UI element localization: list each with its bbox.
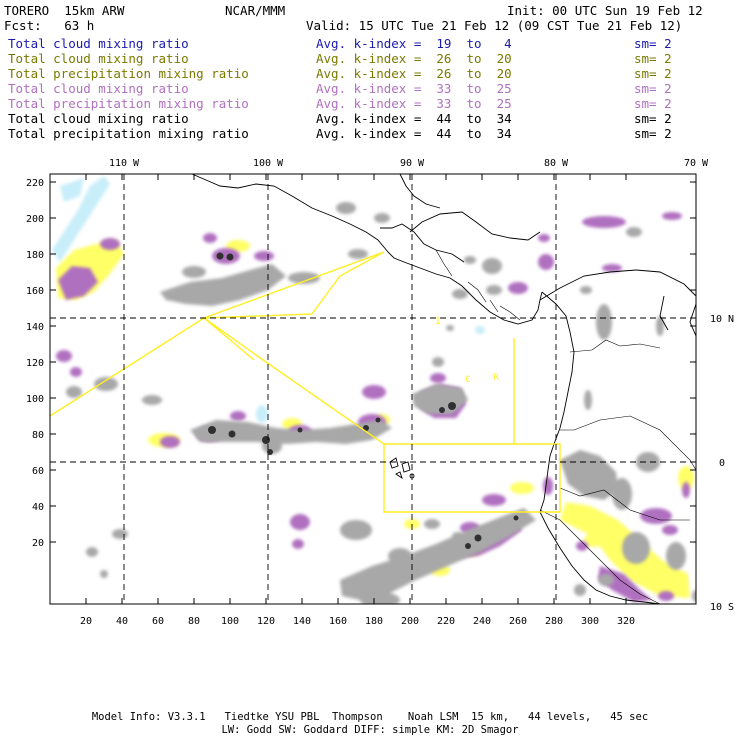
x-tick-label: 160: [329, 616, 347, 627]
legend-kindex-range: Avg. k-index = 44 to 34: [316, 111, 512, 126]
valid-time: Valid: 15 UTC Tue 21 Feb 12 (09 CST Tue …: [306, 18, 683, 33]
lat-lon-grid: [50, 174, 696, 604]
longitude-label: 70 W: [684, 158, 709, 169]
latitude-label: 10 S: [710, 602, 734, 613]
low-kindex-cloud-layer: [52, 176, 485, 423]
legend-smoothing: sm= 2: [634, 36, 672, 51]
legend-kindex-range: Avg. k-index = 19 to 4: [316, 36, 512, 51]
forecast-hour: Fcst: 63 h: [4, 18, 95, 33]
y-tick-label: 80: [32, 430, 44, 441]
footer-model-info: Model Info: V3.3.1 Tiedtke YSU PBL Thomp…: [91, 711, 649, 723]
longitude-label: 90 W: [400, 158, 425, 169]
x-tick-label: 200: [401, 616, 419, 627]
y-tick-label: 140: [26, 322, 44, 333]
legend-smoothing: sm= 2: [634, 81, 672, 96]
region-label: I: [435, 317, 440, 327]
y-tick-label: 180: [26, 250, 44, 261]
y-tick-label: 40: [32, 502, 44, 513]
legend-smoothing: sm= 2: [634, 96, 672, 111]
x-tick-label: 40: [116, 616, 128, 627]
x-tick-label: 80: [188, 616, 200, 627]
longitude-label: 80 W: [544, 158, 569, 169]
country-borders: [435, 249, 697, 605]
y-tick-label: 60: [32, 466, 44, 477]
x-tick-label: 20: [80, 616, 92, 627]
galapagos-islands: [389, 457, 415, 480]
x-tick-label: 220: [437, 616, 455, 627]
legend-field: Total cloud mixing ratio: [8, 36, 189, 51]
x-tick-label: 260: [509, 616, 527, 627]
latitude-label: 0: [719, 458, 725, 469]
footer-physics-info: LW: Godd SW: Goddard DIFF: simple KM: 2D…: [221, 724, 519, 736]
legend-field: Total cloud mixing ratio: [8, 81, 189, 96]
x-tick-label: 120: [257, 616, 275, 627]
y-tick-label: 220: [26, 178, 44, 189]
legend-kindex-range: Avg. k-index = 44 to 34: [316, 126, 512, 141]
x-tick-label: 280: [545, 616, 563, 627]
legend-smoothing: sm= 2: [634, 66, 672, 81]
very-high-kindex-precip-layer: [208, 252, 519, 549]
center-label: NCAR/MMM: [225, 3, 286, 18]
legend-smoothing: sm= 2: [634, 51, 672, 66]
legend-field: Total precipitation mixing ratio: [8, 66, 249, 81]
legend-field: Total precipitation mixing ratio: [8, 96, 249, 111]
legend-field: Total cloud mixing ratio: [8, 51, 189, 66]
y-tick-label: 20: [32, 538, 44, 549]
init-time: Init: 00 UTC Sun 19 Feb 12: [507, 3, 703, 18]
very-high-kindex-cloud-layer: [66, 202, 696, 604]
flight-track: [49, 251, 561, 513]
region-label: C: [465, 375, 470, 385]
legend-kindex-range: Avg. k-index = 33 to 25: [316, 96, 512, 111]
x-tick-label: 240: [473, 616, 491, 627]
longitude-label: 100 W: [253, 158, 284, 169]
y-tick-label: 200: [26, 214, 44, 225]
coastline: [191, 173, 697, 605]
x-tick-label: 320: [617, 616, 635, 627]
legend-field: Total cloud mixing ratio: [8, 111, 189, 126]
x-tick-label: 60: [152, 616, 164, 627]
x-tick-label: 140: [293, 616, 311, 627]
legend-smoothing: sm= 2: [634, 126, 672, 141]
axis-ticks: 20 40 60 80 100 120 140 160 180 200 220 240 260 280 30…: [26, 158, 734, 627]
legend-kindex-range: Avg. k-index = 33 to 25: [316, 81, 512, 96]
latitude-label: 10 N: [710, 314, 734, 325]
plot-frame: [49, 173, 697, 605]
model-title: TORERO 15km ARW: [4, 3, 125, 18]
x-tick-label: 300: [581, 616, 599, 627]
longitude-label: 110 W: [109, 158, 140, 169]
region-label: R: [493, 373, 499, 383]
x-tick-label: 180: [365, 616, 383, 627]
legend-field: Total precipitation mixing ratio: [8, 126, 249, 141]
y-tick-label: 120: [26, 358, 44, 369]
legend-kindex-range: Avg. k-index = 26 to 20: [316, 66, 512, 81]
legend-smoothing: sm= 2: [634, 111, 672, 126]
x-tick-label: 100: [221, 616, 239, 627]
legend-kindex-range: Avg. k-index = 26 to 20: [316, 51, 512, 66]
map-panel: 20 40 60 80 100 120 140 160 180 200 220 240 260 280 30…: [26, 158, 734, 627]
y-tick-label: 160: [26, 286, 44, 297]
y-tick-label: 100: [26, 394, 44, 405]
